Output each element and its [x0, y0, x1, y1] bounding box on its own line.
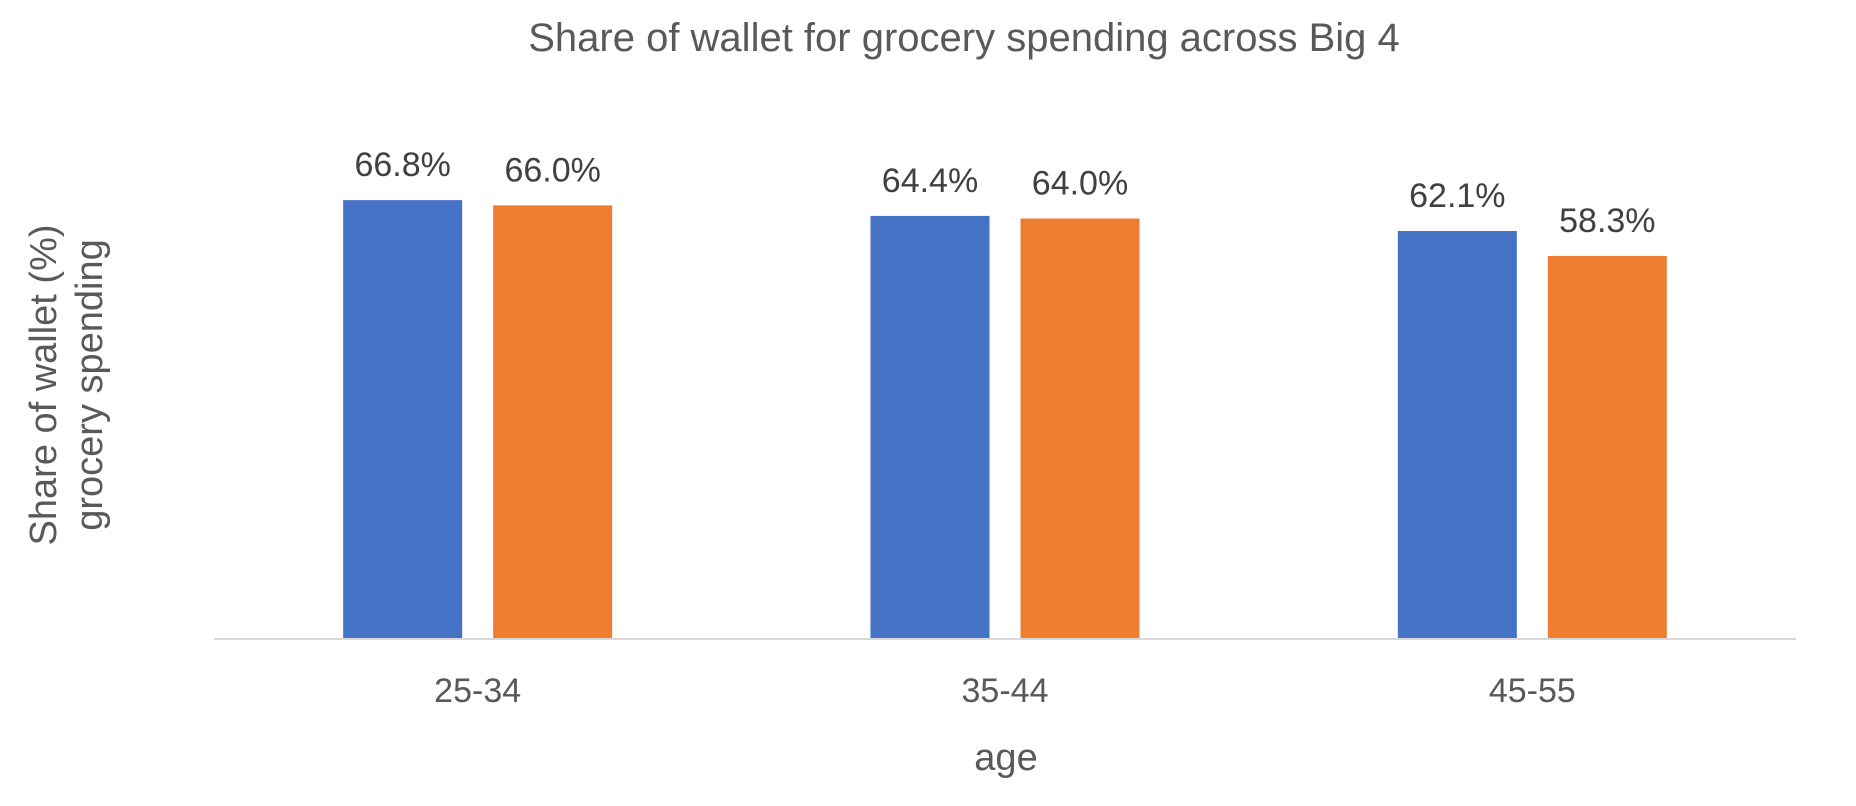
x-tick-label-45-55: 45-55	[1489, 672, 1576, 710]
data-label-45-55-series-2: 58.3%	[1559, 202, 1655, 240]
bars-group	[343, 200, 1667, 640]
x-tick-labels: 25-34 35-44 45-55	[434, 672, 1576, 710]
bar-35-44-series-2	[1020, 218, 1140, 639]
data-label-25-34-series-2: 66.0%	[504, 151, 600, 189]
data-labels-group: 66.8% 66.0% 64.4% 64.0% 62.1% 58.3%	[354, 146, 1655, 240]
data-label-45-55-series-1: 62.1%	[1409, 177, 1505, 215]
bar-25-34-series-2	[493, 205, 613, 639]
y-axis-title-line-1: Share of wallet (%)	[23, 224, 65, 545]
bar-45-55-series-2	[1547, 255, 1667, 639]
y-axis-title-line-2: grocery spending	[69, 239, 111, 531]
data-label-35-44-series-1: 64.4%	[882, 162, 978, 200]
data-label-25-34-series-1: 66.8%	[354, 146, 450, 184]
y-axis-title: Share of wallet (%) grocery spending	[23, 224, 111, 545]
x-axis-title: age	[974, 737, 1037, 779]
x-tick-label-25-34: 25-34	[434, 672, 521, 710]
bar-25-34-series-1	[343, 200, 463, 639]
data-label-35-44-series-2: 64.0%	[1032, 165, 1128, 203]
bar-35-44-series-1	[870, 215, 990, 639]
chart-title: Share of wallet for grocery spending acr…	[528, 16, 1400, 60]
x-tick-label-35-44: 35-44	[962, 672, 1049, 710]
bar-45-55-series-1	[1397, 231, 1517, 640]
